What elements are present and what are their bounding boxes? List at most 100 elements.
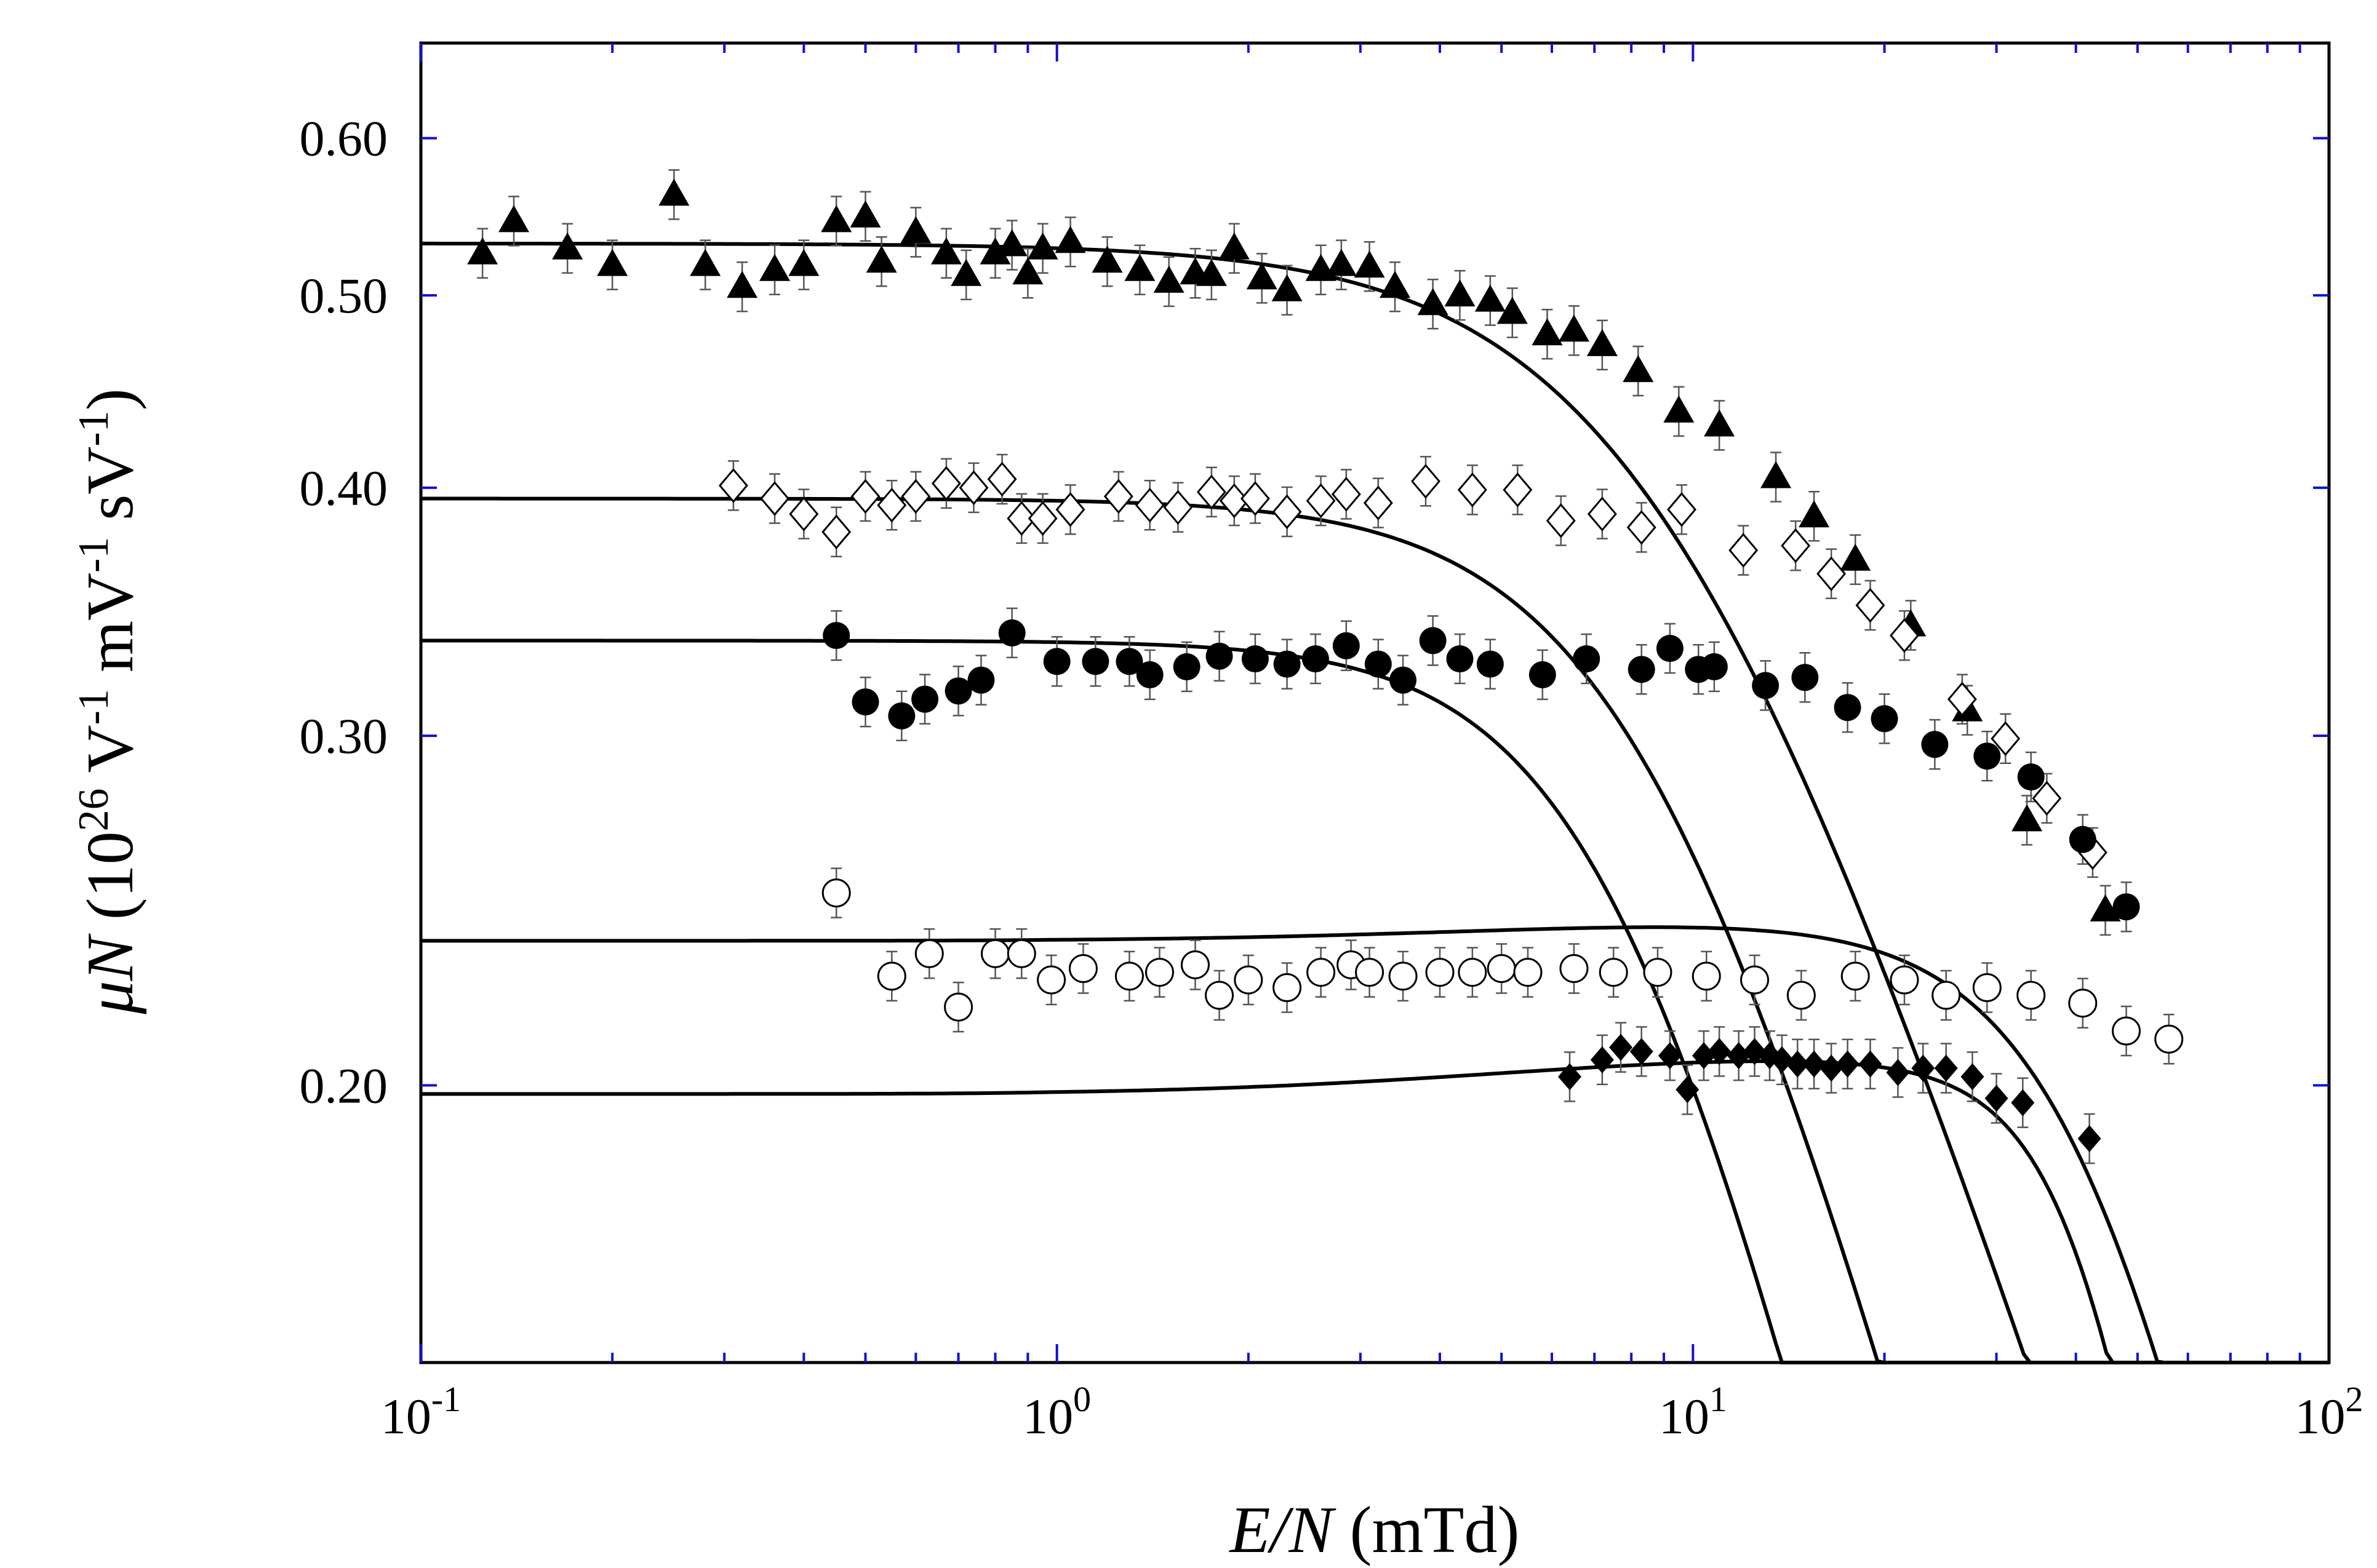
tick-labels: 10-1 100 101 102 0.20 0.30 0.40 0.50 0.60 — [300, 111, 2363, 1444]
open-circle-point — [1205, 981, 1234, 1010]
open-circle-point — [1740, 965, 1770, 995]
open-diamond-point — [1728, 533, 1759, 568]
filled-circle-point — [1834, 694, 1861, 722]
open-diamond-point — [931, 466, 961, 501]
open-circle-point — [1559, 954, 1589, 984]
filled-circle-point — [823, 622, 850, 650]
fit-curve — [421, 1059, 2329, 1364]
open-diamond-point — [850, 479, 881, 514]
open-diamond-point — [718, 468, 748, 503]
triangle-point — [788, 249, 820, 276]
open-circle-point — [2068, 989, 2098, 1018]
open-circle-point — [1388, 961, 1418, 991]
filled-circle-point — [998, 619, 1026, 647]
triangle-point — [467, 237, 498, 265]
filled-circle-point — [1136, 661, 1164, 688]
open-circle-point — [821, 878, 851, 908]
open-circle-point — [1786, 981, 1816, 1010]
plot-frame — [419, 41, 2331, 1364]
triangle-point — [1417, 288, 1448, 316]
filled-circle-point — [2017, 763, 2045, 791]
x-tick-label: 100 — [1023, 1379, 1091, 1444]
triangle-point — [552, 232, 583, 260]
filled-circle-point — [2069, 826, 2096, 853]
open-circle-point — [877, 961, 906, 991]
x-tick-label: 102 — [2295, 1379, 2363, 1444]
triangle-point — [951, 258, 982, 286]
filled-diamond-point — [1590, 1046, 1614, 1073]
open-diamond-point — [1240, 481, 1270, 516]
fit-curve — [421, 925, 2329, 1364]
open-circle-point — [2016, 981, 2046, 1010]
open-circle-point — [1513, 958, 1543, 987]
open-diamond-point — [1991, 721, 2021, 757]
open-diamond-point — [1103, 479, 1133, 514]
y-tick-label: 0.60 — [300, 111, 388, 167]
x-tick-label: 101 — [1659, 1379, 1727, 1444]
filled-diamond-point — [1886, 1059, 1910, 1086]
triangle-point — [930, 237, 962, 265]
open-diamond-point — [1055, 492, 1085, 527]
triangle-point — [658, 178, 690, 206]
filled-circle-point — [1973, 742, 2001, 770]
triangle-point — [1760, 461, 1792, 488]
filled-circle-point — [1116, 648, 1143, 675]
fit-curve — [421, 241, 2329, 1364]
filled-diamond-point — [1658, 1042, 1682, 1070]
filled-diamond-point — [1708, 1038, 1732, 1065]
open-circle-point — [1180, 950, 1210, 979]
triangle-point — [1532, 318, 1563, 346]
axis-ticks — [420, 43, 2329, 1363]
filled-diamond-point — [1770, 1046, 1794, 1073]
filled-diamond-point — [1802, 1050, 1826, 1078]
triangle-point — [1124, 253, 1156, 281]
open-diamond-point — [1816, 556, 1847, 592]
open-circle-point — [1145, 958, 1174, 987]
open-diamond-point — [877, 487, 907, 523]
filled-diamond-point — [2011, 1089, 2035, 1116]
triangle-point — [2011, 804, 2043, 832]
open-circle-point — [980, 939, 1010, 968]
filled-circle-point — [1528, 661, 1556, 688]
filled-circle-point — [1043, 648, 1071, 675]
triangle-point — [1623, 355, 1654, 383]
filled-diamond-point — [1557, 1063, 1581, 1091]
open-diamond-point — [1457, 472, 1487, 507]
y-tick-label: 0.50 — [300, 268, 388, 324]
open-diamond-point — [1007, 501, 1037, 536]
triangle-point — [690, 249, 721, 276]
open-circle-point — [1272, 973, 1302, 1002]
filled-diamond-point — [1911, 1054, 1935, 1082]
filled-circle-point — [1446, 645, 1474, 673]
open-circle-point — [1234, 965, 1263, 995]
filled-circle-point — [1273, 650, 1301, 678]
x-tick-label: 10-1 — [381, 1379, 461, 1444]
triangle-point — [850, 200, 881, 228]
open-diamond-point — [1135, 487, 1165, 523]
triangle-point — [1055, 226, 1086, 253]
open-circle-point — [1114, 961, 1144, 991]
triangle-point — [498, 205, 530, 233]
filled-diamond-point — [1629, 1038, 1653, 1065]
open-diamond-point — [1196, 474, 1226, 510]
filled-circle-point — [888, 702, 916, 730]
open-diamond-point — [1028, 501, 1058, 536]
filled-circle-point — [1389, 666, 1417, 694]
filled-circle-point — [911, 685, 939, 713]
triangle-point — [759, 253, 791, 281]
filled-diamond-point — [2077, 1125, 2101, 1153]
triangle-point — [2090, 894, 2121, 921]
open-diamond-point — [1503, 472, 1533, 507]
open-diamond-point — [821, 514, 852, 550]
triangle-point — [1496, 296, 1528, 324]
open-circle-point — [2112, 1016, 2141, 1046]
open-circle-point — [1306, 958, 1336, 987]
triangle-point — [597, 249, 628, 276]
filled-circle-point — [1700, 653, 1728, 680]
y-axis-title: μN (1026 V-1 mV-1 sV-1) — [70, 388, 147, 1014]
open-diamond-point — [2032, 781, 2062, 816]
filled-circle-point — [1241, 645, 1269, 673]
filled-circle-point — [1628, 656, 1655, 683]
triangle-point — [1586, 328, 1618, 356]
open-diamond-point — [1889, 618, 1919, 653]
